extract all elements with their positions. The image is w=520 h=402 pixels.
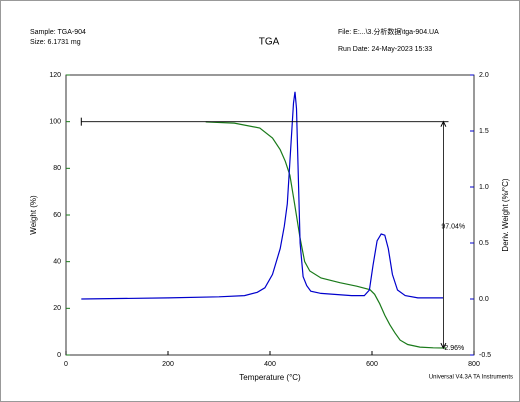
y-tick-label: 60	[53, 212, 61, 219]
y-tick-label: 120	[49, 72, 61, 79]
file: File: E:...\3.分析数据\tga-904.UA	[338, 27, 439, 36]
y-axis-label: Weight (%)	[29, 195, 38, 235]
step-label: 97.04%	[441, 224, 465, 231]
y2-tick-label: 1.0	[479, 184, 489, 191]
run-date: Run Date: 24-May-2023 15:33	[338, 46, 432, 53]
y-tick-label: 20	[53, 305, 61, 312]
software: Universal V4.3A TA Instruments	[429, 375, 513, 381]
size: Size: 6.1731 mg	[30, 39, 81, 46]
x-tick-label: 0	[64, 361, 68, 368]
x-tick-label: 800	[468, 361, 480, 368]
sample: Sample: TGA-904	[30, 29, 86, 36]
residue-label: 2.96%	[444, 345, 464, 352]
x-tick-label: 400	[264, 361, 276, 368]
arrow-head	[440, 342, 447, 350]
y2-axis-label: Deriv. Weight (%/°C)	[501, 178, 510, 251]
y-tick-label: 80	[53, 165, 61, 172]
x-tick-label: 200	[162, 361, 174, 368]
y2-tick-label: 2.0	[479, 72, 489, 79]
series-line	[205, 121, 446, 349]
y-tick-label: 40	[53, 259, 61, 266]
arrow-head	[440, 120, 447, 127]
y-tick-label: 0	[57, 352, 61, 359]
y2-tick-label: 1.5	[479, 128, 489, 135]
x-tick-label: 600	[366, 361, 378, 368]
y2-tick-label: 0.0	[479, 296, 489, 303]
chart-title: TGA	[259, 37, 280, 48]
y-tick-label: 100	[49, 119, 61, 126]
y2-tick-label: 0.5	[479, 240, 489, 247]
y2-tick-label: -0.5	[479, 352, 491, 359]
series-line	[81, 91, 444, 300]
x-axis-label: Temperature (°C)	[239, 373, 301, 382]
